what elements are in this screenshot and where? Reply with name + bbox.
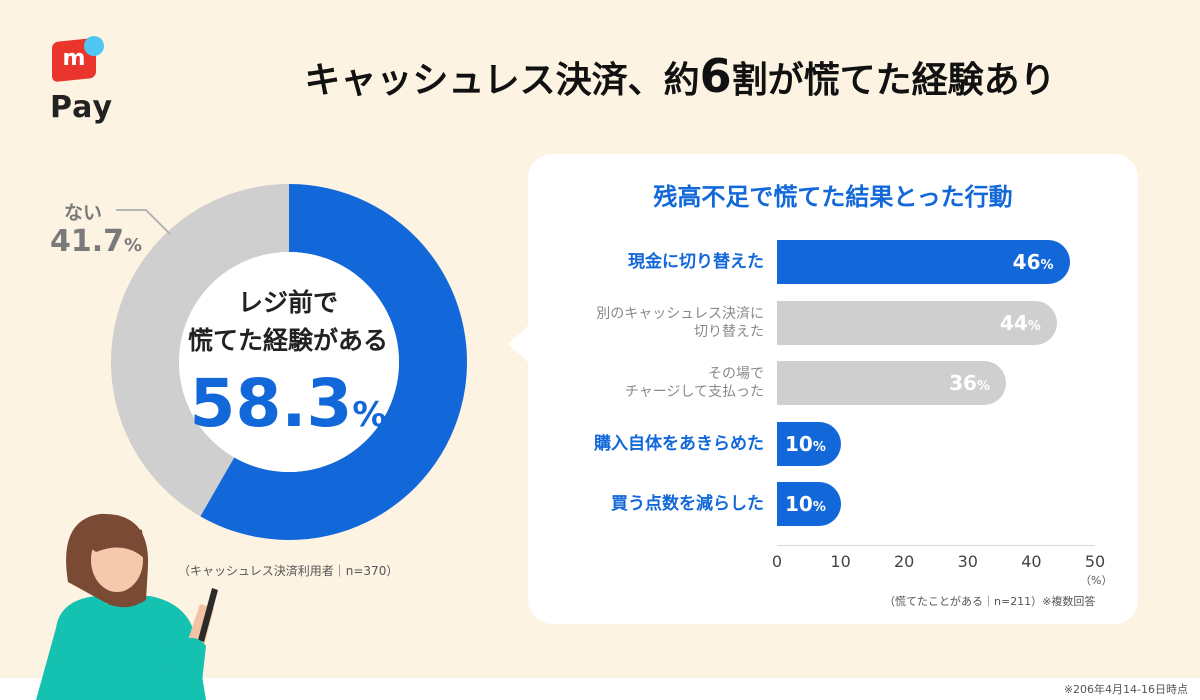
bar: 10% [777,421,841,466]
donut-center-line2: 慌てた経験がある [187,326,388,355]
title-pre: キャッシュレス決済、約 [304,60,700,101]
logo-mark: m [62,46,86,71]
card-pointer [508,324,530,364]
title-post: 割が慌てた経験あり [731,60,1056,101]
donut-yes-number: 58.3 [189,365,353,442]
bar-value-label: 46% [1012,250,1054,274]
donut-leader-line [116,209,171,235]
donut-no-number: 41.7 [50,224,125,259]
bar-label: 購入自体をあきらめた [540,434,764,454]
logo-text: Pay [50,90,114,125]
bar-label-line: 現金に切り替えた [628,252,764,272]
bar-label: 買う点数を減らした [540,494,764,514]
survey-date-footnote: ※206年4月14-16日時点 [1063,683,1188,696]
x-axis-line [777,545,1095,546]
x-tick-label: 30 [957,552,978,571]
donut-slice-yes [200,184,467,540]
donut-center-value: 58.3% [150,364,426,455]
logo-dot-icon [84,36,104,56]
bar-value-label: 10% [785,492,826,516]
bar-chart-title: 残高不足で慌てた結果とった行動 [653,183,1013,211]
donut-sample-note: （キャッシュレス決済利用者｜n=370） [178,564,399,578]
x-tick-label: 10 [830,552,851,571]
bar-label-line: 切り替えた [694,323,764,340]
x-axis-unit: （%） [1080,574,1113,587]
donut-no-value: 41.7% [50,224,142,259]
donut-slice-no [110,184,289,517]
bar: 46% [777,240,1070,284]
x-tick-label: 50 [1084,552,1106,571]
bar: 36% [777,361,1006,405]
bar-label-line: 買う点数を減らした [611,494,764,514]
bar-value-label: 44% [999,310,1041,335]
bar-label: その場でチャージして支払った [540,365,764,401]
bar-sample-note: （慌てたことがある｜n=211）※複数回答 [884,595,1096,608]
donut-no-label: ない [64,202,103,224]
x-tick-label: 20 [894,552,915,571]
merpay-logo: m Pay [44,34,114,134]
donut-no-percent-sign: % [124,235,143,256]
bar-value-label: 36% [949,371,990,395]
x-tick-label: 0 [771,552,783,571]
woman-with-phone-illustration [36,513,218,700]
bar-label-line: 別のキャッシュレス決済に [596,305,764,322]
title-number: 6 [699,49,732,103]
donut-center-line1: レジ前で [237,288,338,317]
bar-label-line: その場で [708,366,764,382]
bar: 10% [777,482,841,526]
donut-chart [110,184,467,540]
bar-label: 現金に切り替えた [540,252,764,272]
bar-label-line: チャージして支払った [624,384,764,400]
donut-hole [179,252,399,472]
bar-label-line: 購入自体をあきらめた [594,433,764,454]
page-title: キャッシュレス決済、約6割が慌てた経験あり [170,52,1190,105]
donut-yes-percent-sign: % [352,395,387,435]
bar-value-label: 10% [785,431,826,456]
bar-label: 別のキャッシュレス決済に 切り替えた [540,305,764,341]
bar: 44% [777,300,1057,345]
x-tick-label: 40 [1021,552,1042,571]
